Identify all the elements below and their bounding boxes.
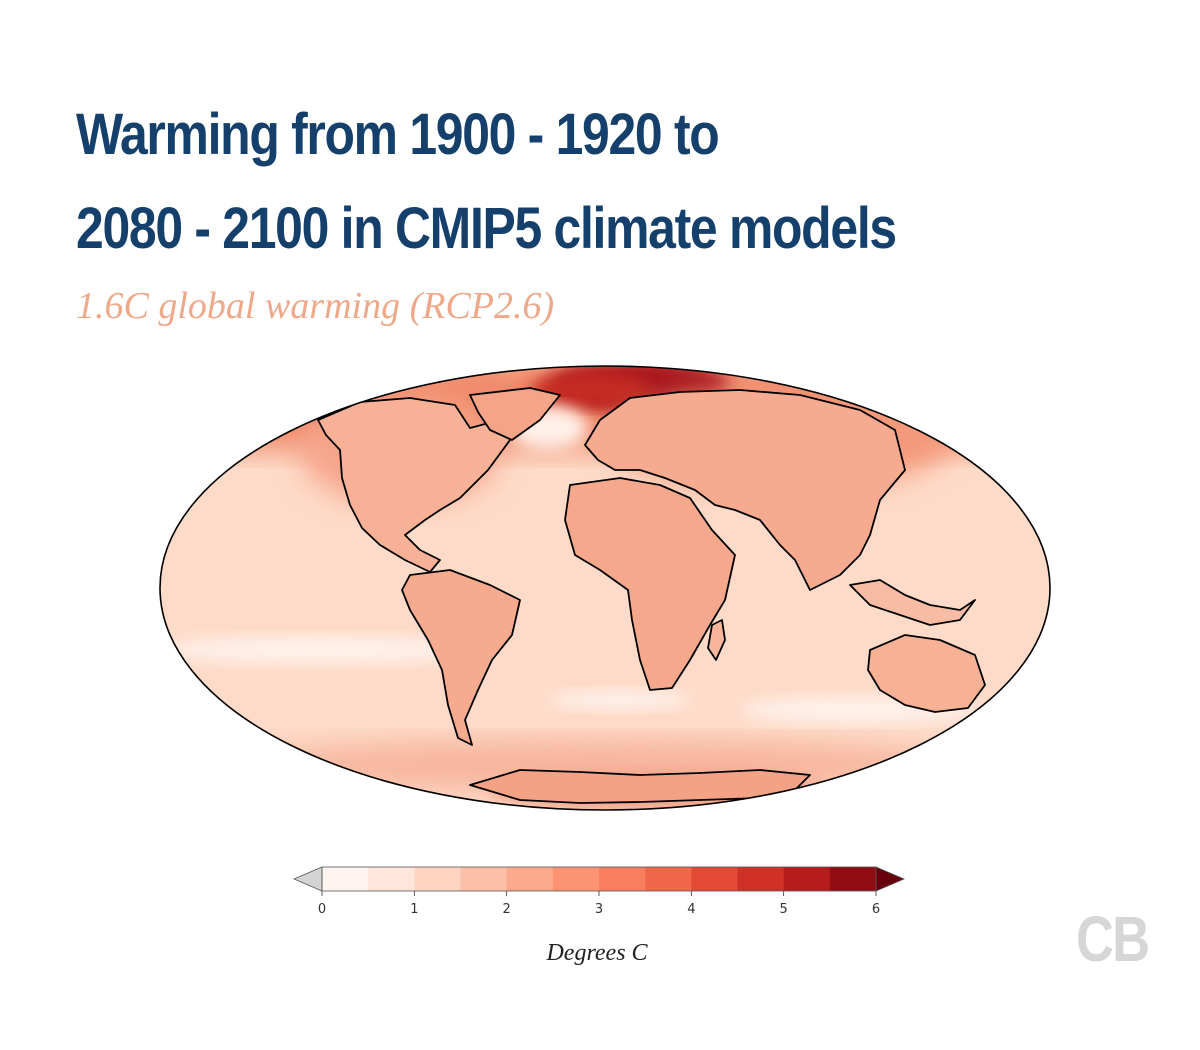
colorbar-tick-label: 4 xyxy=(687,902,695,917)
north-america xyxy=(317,397,511,573)
south-america xyxy=(401,569,521,746)
colorbar-tick-label: 1 xyxy=(410,902,418,917)
colorbar-segments xyxy=(322,867,877,891)
colorbar-segment xyxy=(506,867,554,891)
colorbar-segment xyxy=(552,867,600,891)
colorbar-segment xyxy=(645,867,692,891)
mollweide-world-map xyxy=(159,365,1051,811)
chart-title: Warming from 1900 - 1920 to 2080 - 2100 … xyxy=(76,88,1005,276)
eurasia xyxy=(584,389,906,591)
colorbar-tick-label: 5 xyxy=(780,902,788,917)
title-line-2: 2080 - 2100 in CMIP5 climate models xyxy=(76,196,897,261)
colorbar-tick-label: 0 xyxy=(318,902,326,917)
title-line-1: Warming from 1900 - 1920 to xyxy=(76,102,720,167)
colorbar-over-arrow xyxy=(875,866,906,892)
australia xyxy=(867,634,986,713)
antarctica xyxy=(469,769,811,804)
continents xyxy=(317,387,1021,804)
colorbar-ticks: 0 1 2 3 4 5 6 xyxy=(318,891,880,917)
colorbar-segment xyxy=(829,867,877,891)
colorbar-tick-label: 2 xyxy=(503,902,511,917)
colorbar-segment xyxy=(599,867,646,891)
indonesia xyxy=(849,579,976,626)
colorbar-segment xyxy=(691,867,738,891)
colorbar-tick-label: 6 xyxy=(872,902,880,917)
colorbar-segment xyxy=(414,867,461,891)
pacific-cool-band xyxy=(160,636,480,664)
colorbar-segment xyxy=(737,867,785,891)
greenland xyxy=(469,387,561,441)
colorbar-tick-label: 3 xyxy=(595,902,603,917)
arctic-hotspot-2 xyxy=(530,372,650,408)
colorbar-label: Degrees C xyxy=(545,940,648,966)
map-outline xyxy=(159,365,1051,811)
colorbar-segment xyxy=(460,867,508,891)
colorbar-segment xyxy=(322,867,369,891)
new-zealand xyxy=(1001,699,1021,726)
colorbar-segment xyxy=(783,867,831,891)
africa xyxy=(564,477,736,691)
colorbar-under-arrow xyxy=(292,866,323,892)
colorbar-segment xyxy=(368,867,415,891)
south-atlantic-cool xyxy=(550,690,690,710)
chart-subtitle: 1.6C global warming (RCP2.6) xyxy=(76,285,555,327)
madagascar xyxy=(707,619,726,661)
colorbar: 0 1 2 3 4 5 6 Degrees C xyxy=(292,866,906,966)
carbon-brief-logo: CB xyxy=(1076,903,1150,975)
